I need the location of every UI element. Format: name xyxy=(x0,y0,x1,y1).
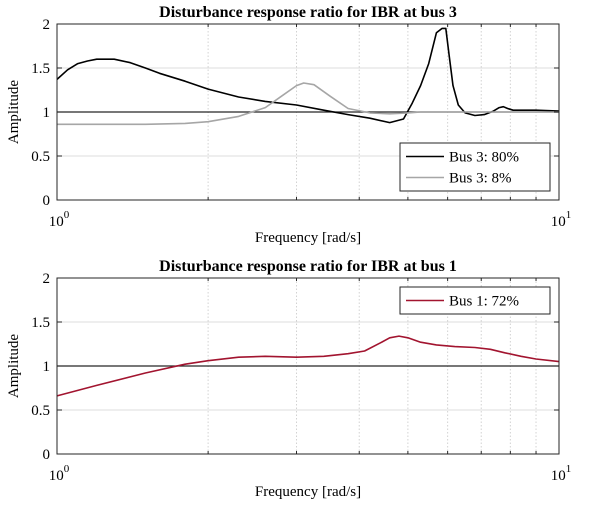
y-tick-label: 1.5 xyxy=(31,61,50,77)
y-tick-label: 0.5 xyxy=(31,149,50,165)
legend: Bus 3: 80% Bus 3: 8% xyxy=(399,142,551,192)
series-line-2 xyxy=(57,82,559,126)
legend-box xyxy=(399,142,551,192)
y-tick-label: 1 xyxy=(43,359,51,375)
legend-label: Bus 3: 80% xyxy=(449,150,519,166)
x-tick-base: 10 xyxy=(551,468,566,484)
x-axis-label: Frequency [rad/s] xyxy=(255,230,361,246)
x-tick-exponent: 0 xyxy=(64,209,70,221)
series-line-1 xyxy=(56,27,560,124)
y-tick-label: 0.5 xyxy=(31,403,50,419)
legend-label: Bus 3: 8% xyxy=(449,171,512,187)
chart-title: Disturbance response ratio for IBR at bu… xyxy=(159,258,457,275)
x-tick-exponent: 1 xyxy=(566,463,572,475)
x-tick-base: 10 xyxy=(49,468,64,484)
x-tick-exponent: 1 xyxy=(566,209,572,221)
x-tick-base: 10 xyxy=(551,214,566,230)
y-tick-label: 2 xyxy=(43,271,51,287)
x-tick-label: 100 xyxy=(49,209,70,230)
y-tick-label: 2 xyxy=(43,17,51,33)
x-tick-label: 101 xyxy=(551,463,572,484)
y-tick-label: 0 xyxy=(43,193,51,209)
y-tick-label: 0 xyxy=(43,447,51,463)
series-line-1 xyxy=(56,335,560,397)
legend-label: Bus 1: 72% xyxy=(449,294,519,310)
x-tick-exponent: 0 xyxy=(64,463,70,475)
chart-title: Disturbance response ratio for IBR at bu… xyxy=(159,4,457,21)
y-axis-label: Amplitude xyxy=(6,334,22,399)
x-tick-label: 100 xyxy=(49,463,70,484)
x-tick-base: 10 xyxy=(49,214,64,230)
y-tick-label: 1 xyxy=(43,105,51,121)
chart-panel-2: Disturbance response ratio for IBR at bu… xyxy=(6,258,571,500)
x-tick-label: 101 xyxy=(551,209,572,230)
x-axis-label: Frequency [rad/s] xyxy=(255,484,361,500)
y-axis-label: Amplitude xyxy=(6,80,22,145)
y-tick-label: 1.5 xyxy=(31,315,50,331)
legend: Bus 1: 72% xyxy=(399,286,551,315)
chart-panel-1: Disturbance response ratio for IBR at bu… xyxy=(6,4,571,246)
